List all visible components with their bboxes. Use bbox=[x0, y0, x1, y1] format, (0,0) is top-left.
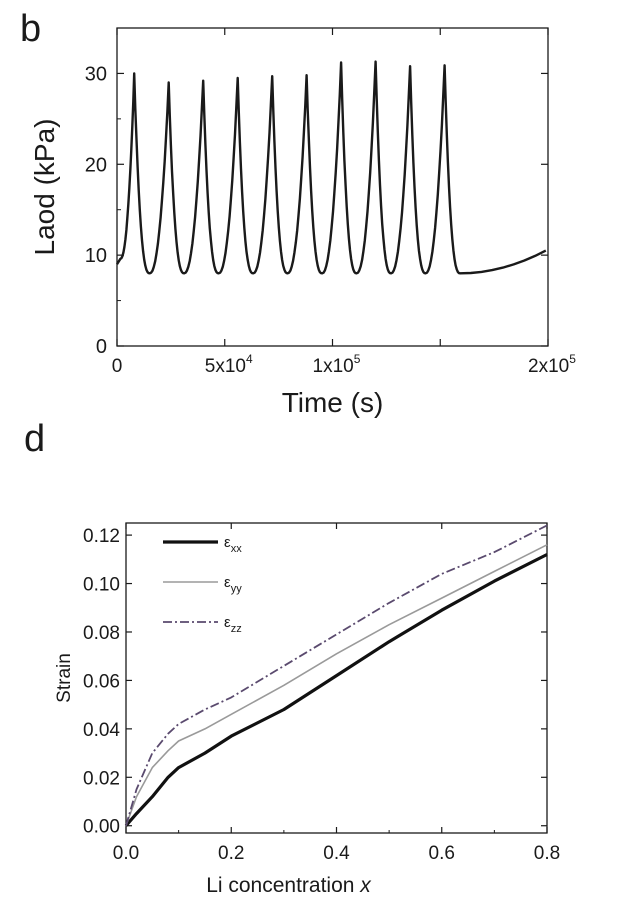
series-line-xx bbox=[124, 553, 548, 827]
y-tick-label-d: 0.02 bbox=[83, 768, 120, 789]
legend-label-xx: εxx bbox=[224, 534, 242, 555]
y-tick-label-b: 20 bbox=[85, 154, 107, 176]
plot-frame-d bbox=[125, 522, 548, 834]
x-axis-title-d: Li concentration x bbox=[206, 874, 372, 897]
y-tick-label-d: 0.04 bbox=[83, 720, 120, 741]
y-tick-label-d: 0.00 bbox=[83, 817, 120, 838]
x-tick-label-d: 0.2 bbox=[218, 843, 244, 864]
x-tick-label-b: 0 bbox=[112, 356, 123, 377]
x-axis-title-b: Time (s) bbox=[282, 387, 384, 418]
y-tick-label-d: 0.12 bbox=[83, 526, 120, 547]
y-axis-title-d: Strain bbox=[54, 653, 75, 703]
panel-letter-b: b bbox=[20, 8, 42, 50]
x-tick-label-d: 0.4 bbox=[323, 843, 350, 864]
x-tick-label-b: 2x105 bbox=[528, 352, 576, 377]
y-tick-label-d: 0.06 bbox=[83, 671, 120, 692]
y-tick-label-b: 0 bbox=[96, 336, 107, 358]
y-tick-label-b: 10 bbox=[85, 245, 107, 267]
panel-letter-d: d bbox=[24, 418, 46, 460]
series-line-zz bbox=[125, 524, 548, 826]
x-tick-label-d: 0.8 bbox=[534, 843, 560, 864]
legend-label-yy: εyy bbox=[224, 574, 242, 595]
series-line-load bbox=[115, 60, 547, 275]
y-tick-label-d: 0.10 bbox=[83, 575, 120, 596]
legend-label-zz: εzz bbox=[224, 614, 242, 635]
y-tick-label-d: 0.08 bbox=[83, 623, 120, 644]
plot-frame-b bbox=[116, 27, 549, 347]
x-tick-label-d: 0.0 bbox=[113, 843, 139, 864]
series-line-yy bbox=[125, 544, 548, 826]
y-tick-label-b: 30 bbox=[85, 63, 107, 85]
y-axis-title-b: Laod (kPa) bbox=[29, 119, 60, 256]
x-tick-label-b: 1x105 bbox=[313, 352, 361, 377]
x-tick-label-d: 0.6 bbox=[429, 843, 455, 864]
x-tick-label-b: 5x104 bbox=[205, 352, 253, 377]
